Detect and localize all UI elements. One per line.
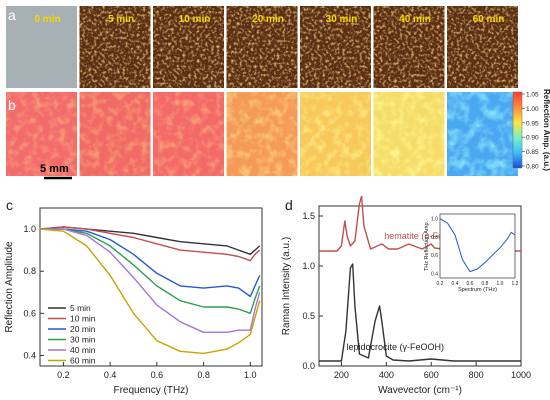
chart-c: c 0.2 0.4 0.6 0.8 1.0 0.4 0.6 0.8 1.0 Frequency (… <box>4 197 263 396</box>
y-tick-label: 0.6 <box>23 308 36 318</box>
inset-x-tick-label: 1.2 <box>512 281 519 287</box>
series-line <box>39 226 261 262</box>
inset-x-tick-label: 0.8 <box>482 281 489 287</box>
series-annotation: hematite (α-Fe₂O₃) <box>384 231 460 241</box>
y-tick-label: 1.0 <box>302 261 315 271</box>
image-strips: 0 min 5 min 10 min 20 min 30 min 40 min 60 min… <box>6 6 550 180</box>
x-axis-label: Wavevector (cm⁻¹) <box>378 385 462 396</box>
x-tick-label: 1000 <box>511 370 531 380</box>
legend-entry: 10 min <box>70 314 96 324</box>
thz-map-texture <box>300 92 371 176</box>
y-tick-label: 0.0 <box>302 361 315 371</box>
x-tick-label: 0.4 <box>104 370 117 380</box>
photo-tile-texture <box>447 6 518 88</box>
series-line <box>40 228 261 334</box>
legend-entry: 5 min <box>70 303 91 313</box>
colorbar-tick-label: 0.95 <box>526 120 539 127</box>
inset-x-tick-label: 0.4 <box>452 281 459 287</box>
y-axis-label: Reflection Amplitude <box>4 241 15 333</box>
x-axis-label: Frequency (THz) <box>113 385 188 396</box>
inset-y-label: THz Reflection Amp. <box>424 220 430 271</box>
inset-x-tick-label: 0.2 <box>437 281 444 287</box>
series-line <box>40 228 261 315</box>
series-line <box>39 228 261 355</box>
thz-map-texture <box>153 92 224 176</box>
colorbar <box>512 91 523 169</box>
y-tick-label: 0.4 <box>23 350 36 360</box>
legend-entry: 40 min <box>70 345 96 355</box>
time-label: 10 min <box>179 14 211 25</box>
thz-map-texture <box>226 92 298 176</box>
colorbar-label: Reflection Amp. (a.u.) <box>542 89 550 171</box>
scale-bar-label: 5 mm <box>40 163 69 175</box>
inset-line <box>439 218 516 273</box>
colorbar-tick-label: 1.00 <box>526 106 539 113</box>
y-tick-label: 1.0 <box>23 224 36 234</box>
time-label: 40 min <box>399 14 431 25</box>
colorbar-tick-label: 0.85 <box>526 149 539 156</box>
x-tick-label: 800 <box>469 370 484 380</box>
colorbar-tick-label: 1.05 <box>526 92 539 99</box>
y-tick-label: 0.8 <box>23 266 36 276</box>
x-tick-label: 600 <box>424 370 439 380</box>
inset-y-tick-label: 0.8 <box>431 235 438 241</box>
inset-y-tick-label: 0.6 <box>431 253 438 259</box>
x-tick-label: 0.2 <box>57 370 70 380</box>
time-label: 5 min <box>108 14 134 25</box>
y-axis-label: Raman Intensity (a.u.) <box>281 237 292 335</box>
panel-label-d: d <box>285 197 293 213</box>
photo-tile-texture <box>153 6 224 88</box>
x-tick-label: 0.8 <box>197 370 210 380</box>
inset-x-label: Spectrum (THz) <box>458 287 497 293</box>
thz-map-texture <box>79 92 151 176</box>
legend-entry: 20 min <box>70 324 96 334</box>
series-line <box>319 263 521 362</box>
x-tick-label: 200 <box>334 370 349 380</box>
panel-label-c: c <box>6 197 13 213</box>
photo-tile-texture <box>373 6 445 88</box>
thz-map-texture <box>6 92 77 176</box>
inset-y-tick-label: 0.4 <box>431 271 438 277</box>
photo-tile-texture <box>6 6 77 88</box>
colorbar-tick-label: 0.80 <box>526 164 539 171</box>
series-line <box>40 228 261 298</box>
x-tick-label: 0.6 <box>151 370 164 380</box>
legend-entry: 30 min <box>70 335 96 345</box>
time-label: 20 min <box>252 14 284 25</box>
legend-entry: 60 min <box>70 356 96 366</box>
thz-map-texture <box>447 92 518 176</box>
panel-label-b: b <box>8 97 16 113</box>
inset-frame <box>439 213 516 279</box>
colorbar-tick-label: 0.90 <box>526 135 539 142</box>
photo-tile-texture <box>300 6 371 88</box>
inset-x-tick-label: 0.6 <box>467 281 474 287</box>
y-tick-label: 0.5 <box>302 311 315 321</box>
inset-y-tick-label: 1.0 <box>431 217 438 223</box>
plot-frame <box>318 205 522 367</box>
inset-x-tick-label: 1.0 <box>497 281 504 287</box>
time-label: 60 min <box>473 14 505 25</box>
thz-map-texture <box>373 92 445 176</box>
time-label: 30 min <box>326 14 358 25</box>
time-label: 0 min <box>34 14 60 25</box>
panel-label-a: a <box>8 7 16 23</box>
x-tick-label: 1.0 <box>244 370 257 380</box>
y-tick-label: 1.5 <box>302 211 315 221</box>
series-annotation: lepidocrocite (γ-FeOOH) <box>347 342 445 352</box>
plot-frame <box>39 207 263 367</box>
photo-tile-texture <box>226 6 298 88</box>
photo-tile-texture <box>79 6 151 88</box>
chart-d: d 200 400 600 800 1000 0.0 0.5 1.0 1.5 Wavevector… <box>281 196 531 396</box>
x-tick-label: 400 <box>379 370 394 380</box>
